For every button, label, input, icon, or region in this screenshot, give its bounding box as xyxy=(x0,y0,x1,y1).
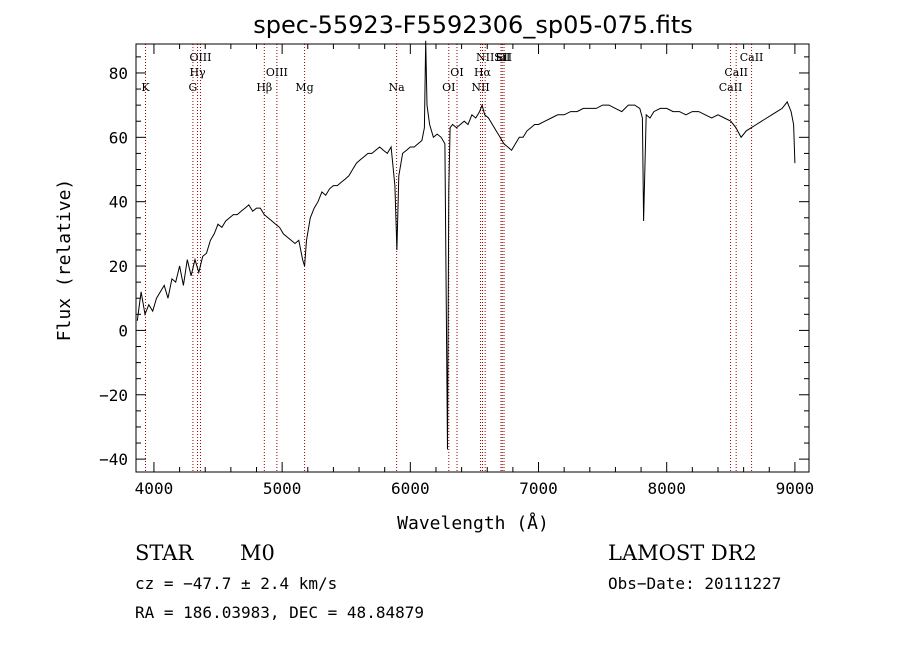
chart-title: spec-55923-F5592306_sp05-075.fits xyxy=(253,11,692,39)
line-label-1: G xyxy=(189,81,198,94)
x-tick-label-4: 8000 xyxy=(647,479,686,498)
x-tick-label-1: 5000 xyxy=(263,479,302,498)
line-label-17: CaII xyxy=(724,66,748,79)
line-label-12: NII xyxy=(476,51,494,64)
x-tick-label-2: 6000 xyxy=(391,479,430,498)
line-label-14: SII xyxy=(494,51,510,64)
y-tick-label-0: −40 xyxy=(99,450,128,469)
y-axis: −40 −20 0 20 40 60 80 xyxy=(99,56,809,469)
line-label-11: Hα xyxy=(474,66,492,79)
object-class: STAR xyxy=(135,541,194,565)
line-label-4: Hβ xyxy=(256,81,272,94)
line-label-15: SII xyxy=(496,51,512,64)
redshift-line: cz = −47.7 ± 2.4 km/s xyxy=(135,574,337,593)
spectral-line-markers xyxy=(144,44,753,472)
y-tick-label-1: −20 xyxy=(99,386,128,405)
line-label-6: Mg xyxy=(295,81,313,94)
survey-name: LAMOST DR2 xyxy=(608,541,757,565)
line-label-10: NII xyxy=(471,81,489,94)
spectrum-series-line xyxy=(136,40,796,450)
line-label-18: CaII xyxy=(740,51,764,64)
line-label-0: K xyxy=(141,81,150,94)
line-label-13: Li xyxy=(496,51,507,64)
y-tick-label-2: 0 xyxy=(118,321,128,340)
x-tick-label-0: 4000 xyxy=(135,479,174,498)
plot-frame xyxy=(135,43,810,473)
line-label-8: OI xyxy=(442,81,455,94)
x-axis-label: Wavelength (Å) xyxy=(397,512,549,534)
y-tick-label-3: 20 xyxy=(109,257,128,276)
x-axis: 4000 5000 6000 7000 8000 9000 xyxy=(135,44,814,498)
line-label-9: OI xyxy=(450,66,463,79)
line-label-3: OIII xyxy=(189,51,211,64)
x-tick-label-5: 9000 xyxy=(776,479,815,498)
coordinates: RA = 186.03983, DEC = 48.84879 xyxy=(135,603,424,622)
line-label-16: CaII xyxy=(719,81,743,94)
line-label-2: Hγ xyxy=(189,66,206,79)
y-tick-label-6: 80 xyxy=(109,64,128,83)
x-tick-label-3: 7000 xyxy=(519,479,558,498)
y-axis-label: Flux (relative) xyxy=(54,179,75,342)
line-label-5: OIII xyxy=(266,66,288,79)
y-tick-label-4: 40 xyxy=(109,193,128,212)
object-subclass: M0 xyxy=(240,541,275,565)
line-label-7: Na xyxy=(389,81,406,94)
obs-date: Obs−Date: 20111227 xyxy=(608,574,781,593)
y-tick-label-5: 60 xyxy=(109,128,128,147)
